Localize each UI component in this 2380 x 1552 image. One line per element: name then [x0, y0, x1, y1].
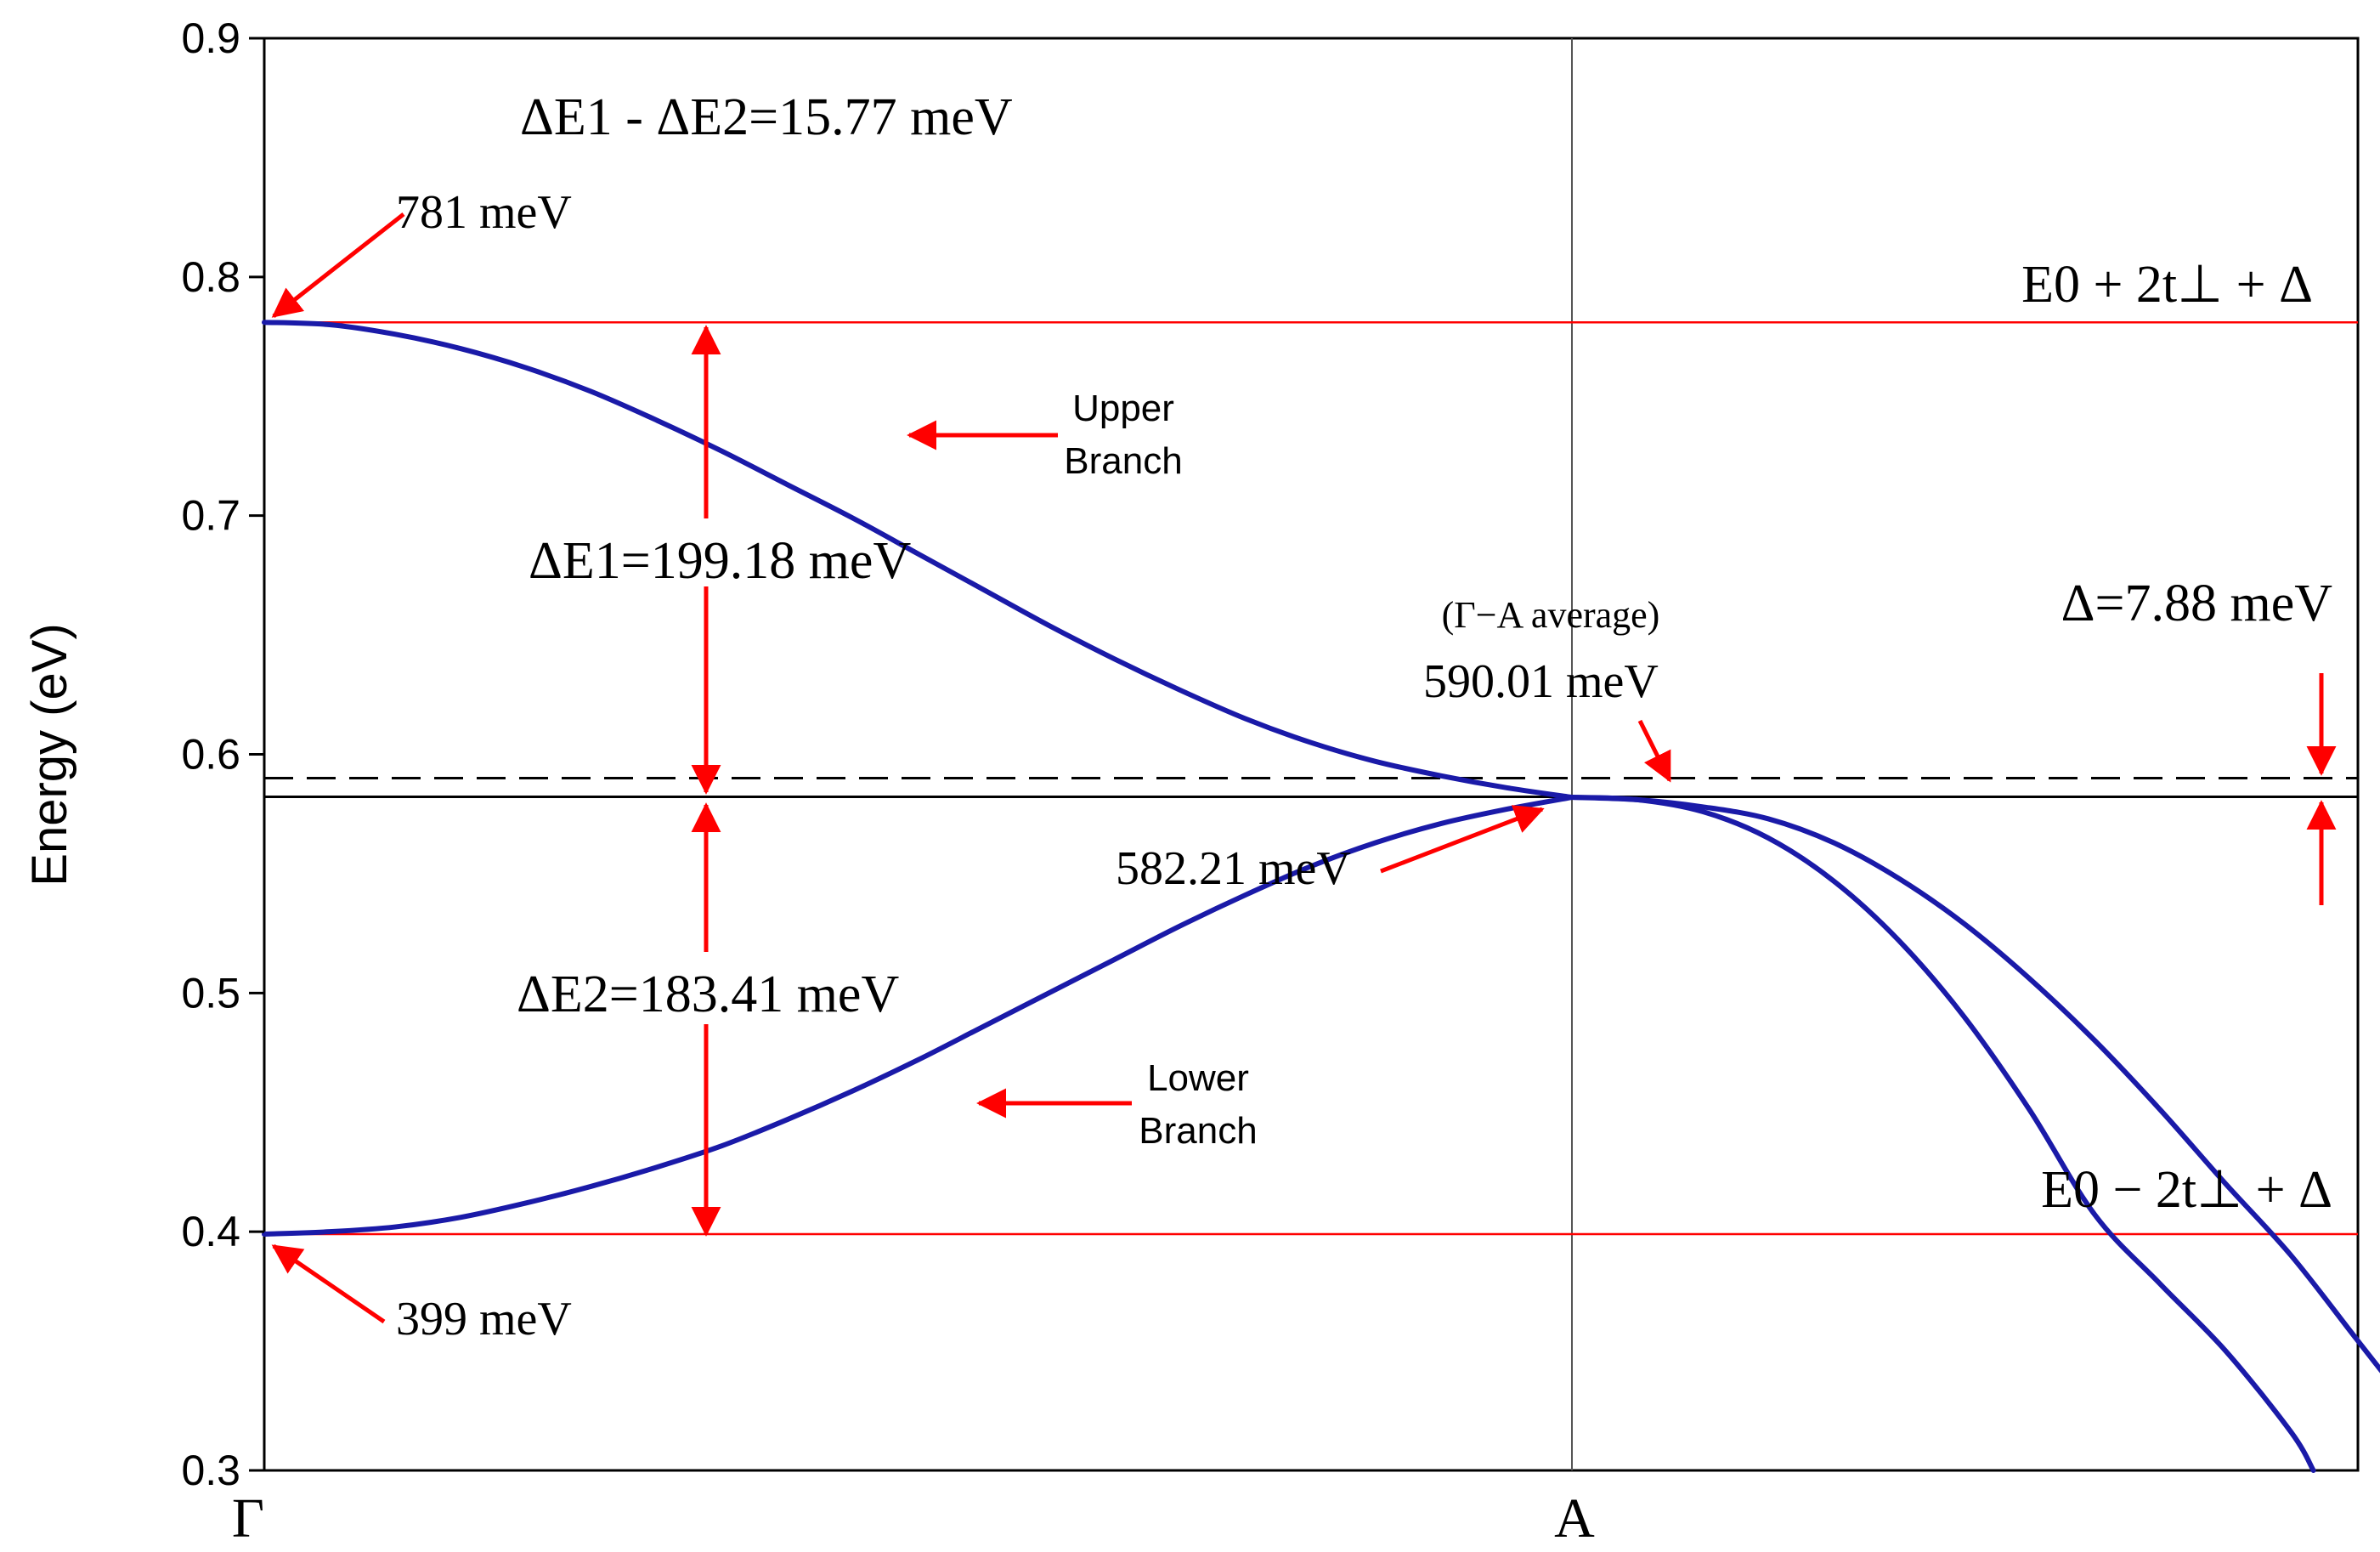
delta-label: Δ=7.88 meV — [2061, 575, 2333, 632]
y-tick-label: 0.6 — [181, 731, 240, 779]
lower-branch-label-line2: Branch — [1139, 1110, 1257, 1152]
lower-branch-label-line1: Lower — [1147, 1057, 1249, 1099]
y-tick-label: 0.5 — [181, 969, 240, 1017]
plot-frame — [263, 37, 2360, 1472]
y-axis-title: Energy (eV) — [22, 623, 77, 886]
top-value-label: 781 meV — [396, 186, 572, 239]
reference-lines — [264, 320, 2358, 1236]
band-curve-2 — [262, 795, 1574, 1237]
upper-branch-label-line2: Branch — [1064, 440, 1182, 482]
band-curves — [262, 320, 2380, 1473]
y-axis-ticks: 0.9 0.8 0.7 0.6 0.5 0.4 0.3 — [181, 14, 264, 1494]
upper-branch-label-line1: Upper — [1072, 388, 1174, 429]
average-label: (Γ−A average) — [1442, 594, 1660, 636]
x-tick-label-gamma: Γ — [232, 1487, 264, 1549]
lower-reference-label: E0 − 2t⊥ + Δ — [2041, 1161, 2332, 1219]
y-tick-label: 0.4 — [181, 1208, 240, 1255]
bottom-value-label: 399 meV — [396, 1293, 572, 1345]
arrow-top-value — [271, 212, 405, 318]
delta-e1-label: ΔE1=199.18 meV — [529, 532, 911, 590]
y-tick-label: 0.8 — [181, 253, 240, 301]
band-curve-3 — [1569, 795, 2316, 1473]
y-tick-label: 0.3 — [181, 1447, 240, 1494]
arrow-average-value — [1637, 719, 1672, 783]
annotation-arrows — [271, 212, 2337, 1324]
arrow-bottom-value — [271, 1243, 386, 1324]
delta-difference-label: ΔE1 - ΔE2=15.77 meV — [520, 88, 1013, 146]
band-curve-1 — [262, 320, 1574, 801]
y-tick-label: 0.9 — [181, 14, 240, 62]
y-tick-label: 0.7 — [181, 492, 240, 540]
crossing-value-label: 582.21 meV — [1116, 842, 1351, 895]
upper-reference-label: E0 + 2t⊥ + Δ — [2021, 256, 2313, 314]
x-tick-label-a: A — [1554, 1487, 1595, 1549]
delta-e2-label: ΔE2=183.41 meV — [517, 966, 899, 1023]
average-value-label: 590.01 meV — [1423, 655, 1659, 708]
band-curve-4 — [1569, 795, 2380, 1374]
arrow-crossing-value — [1380, 805, 1545, 874]
